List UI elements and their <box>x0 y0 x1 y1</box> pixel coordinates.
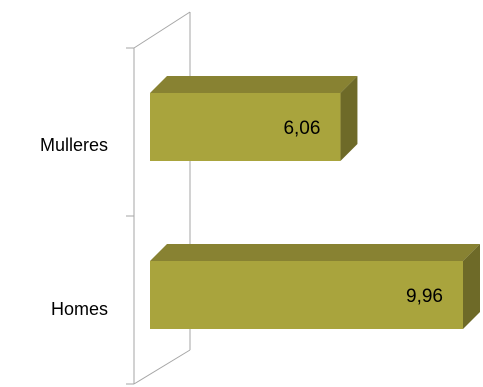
value-label-mulleres: 6,06 <box>283 118 320 139</box>
bar-top-homes <box>150 244 480 261</box>
bars-group: 6,06 9,96 <box>150 76 480 329</box>
bar-mulleres <box>150 93 341 161</box>
category-label-homes: Homes <box>51 299 108 319</box>
axis-wall-bottom-edge <box>133 349 191 385</box>
bar-side-mulleres <box>340 76 358 161</box>
bar-side-homes <box>463 244 480 329</box>
bar-homes <box>150 261 463 329</box>
bar-top-mulleres <box>150 76 358 93</box>
value-label-homes: 9,96 <box>406 286 443 307</box>
axis-wall-top-edge <box>133 11 191 49</box>
category-label-mulleres: Mulleres <box>40 135 108 155</box>
